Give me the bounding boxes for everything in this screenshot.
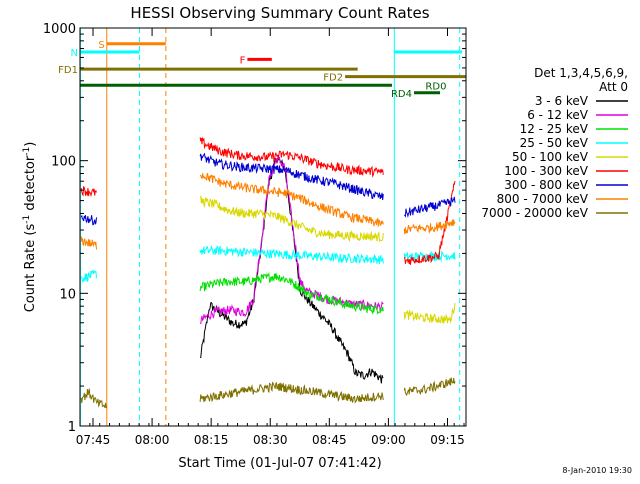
series-line-8-1 <box>199 381 384 404</box>
series-line-3-1 <box>199 244 384 265</box>
series-line-8-0 <box>80 388 108 409</box>
legend-label-6: 300 - 800 keV <box>504 178 588 192</box>
y-axis-label-sup2: -1 <box>22 147 32 156</box>
state-bar-label-6: RD0 <box>425 81 446 92</box>
series-line-8-2 <box>403 377 456 397</box>
y-tick-label-3: 1000 <box>43 22 76 37</box>
series-line-5-2 <box>403 180 456 265</box>
legend-label-2: 12 - 25 keV <box>520 122 589 136</box>
state-bars: S N F FD1 FD2 RD0 RD4 <box>58 40 466 100</box>
x-axis: 07:45 08:00 08:15 08:30 08:45 09:00 09:15 <box>76 28 465 447</box>
x-tick-label-5: 09:00 <box>371 433 406 447</box>
series-line-2-0 <box>199 272 384 315</box>
state-bar-label-0: S <box>98 40 104 51</box>
series-line-5-0 <box>80 185 97 198</box>
plot-series <box>80 136 456 409</box>
series-line-4-1 <box>403 303 456 324</box>
legend-label-1: 6 - 12 keV <box>527 108 589 122</box>
series-line-7-1 <box>199 172 384 227</box>
x-tick-label-2: 08:15 <box>194 433 229 447</box>
series-line-7-2 <box>403 219 456 235</box>
x-tick-label-6: 09:15 <box>430 433 465 447</box>
state-bar-label-5: FD2 <box>323 73 343 84</box>
legend-label-0: 3 - 6 keV <box>535 94 589 108</box>
series-line-4-0 <box>199 194 384 243</box>
x-axis-label: Start Time (01-Jul-07 07:41:42) <box>178 456 381 471</box>
plot-frame <box>79 27 467 427</box>
series-line-6-0 <box>80 214 97 226</box>
legend-header-attenuator: Att 0 <box>599 80 628 94</box>
x-tick-label-0: 07:45 <box>76 433 111 447</box>
x-tick-label-4: 08:45 <box>312 433 347 447</box>
footer-timestamp: 8-Jan-2010 19:30 <box>562 466 632 475</box>
y-tick-label-1: 10 <box>59 287 76 302</box>
legend-label-4: 50 - 100 keV <box>512 150 589 164</box>
chart-title: HESSI Observing Summary Count Rates <box>130 4 429 22</box>
legend-label-7: 800 - 7000 keV <box>497 192 589 206</box>
state-bar-label-4: FD1 <box>58 65 78 76</box>
y-axis-label-main: Count Rate (s <box>23 224 38 313</box>
x-tick-label-3: 08:30 <box>253 433 288 447</box>
legend-header-detectors: Det 1,3,4,5,6,9, <box>534 66 628 80</box>
state-bar-label-7: RD4 <box>391 89 412 100</box>
y-axis: 1 10 100 1000 <box>43 22 466 435</box>
state-bar-label-1: N <box>71 48 78 59</box>
y-axis-label-sup1: -1 <box>22 215 32 224</box>
series-line-7-0 <box>80 236 97 250</box>
y-tick-label-0: 1 <box>68 420 76 435</box>
legend-label-8: 7000 - 20000 keV <box>481 206 588 220</box>
y-axis-label-mid: detector <box>23 155 38 215</box>
series-line-5-1 <box>199 136 384 178</box>
y-axis-label-end: ) <box>23 142 38 147</box>
y-tick-label-2: 100 <box>51 155 76 170</box>
series-line-6-2 <box>403 196 456 218</box>
legend-label-3: 25 - 50 keV <box>520 136 589 150</box>
legend-label-5: 100 - 300 keV <box>504 164 588 178</box>
series-line-3-0 <box>80 269 97 283</box>
y-axis-label: Count Rate (s-1 detector-1) <box>22 142 38 313</box>
state-bar-label-3: F <box>240 55 246 66</box>
x-tick-label-1: 08:00 <box>135 433 170 447</box>
series-line-6-1 <box>199 152 384 200</box>
